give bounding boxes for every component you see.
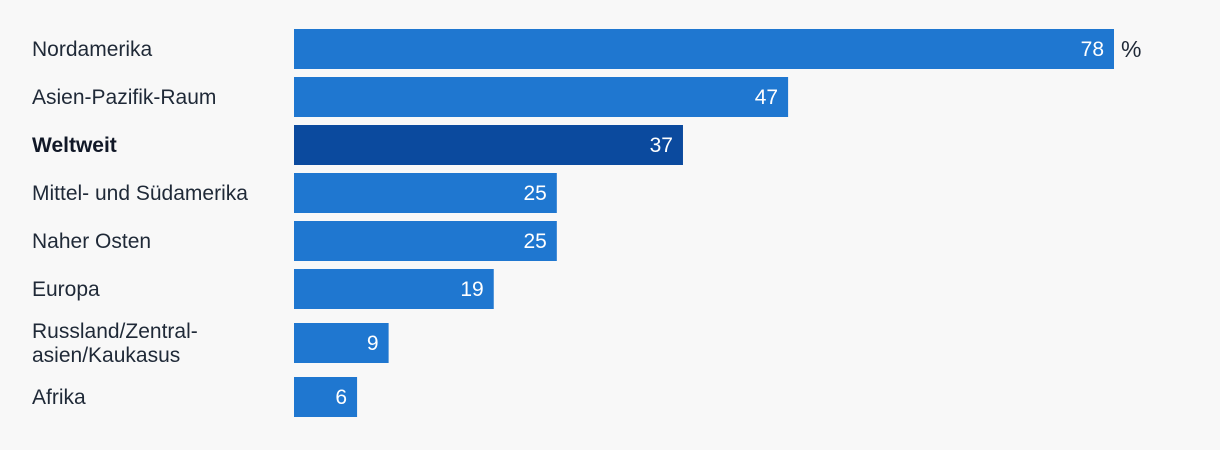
- value-label: 25: [523, 230, 546, 253]
- bar-3: [294, 173, 557, 213]
- bar-0: [294, 29, 1114, 69]
- category-label: Afrika: [32, 386, 86, 409]
- bar-6: [294, 323, 389, 363]
- value-label: 6: [335, 386, 347, 409]
- value-label: 37: [650, 134, 673, 157]
- category-label: Naher Osten: [32, 230, 151, 253]
- category-labels: Nordamerika Asien-Pazifik-Raum Weltweit Mit…: [32, 38, 248, 409]
- bar-1: [294, 77, 789, 117]
- bar-5: [294, 269, 494, 309]
- value-label: 19: [460, 278, 483, 301]
- value-label: 25: [523, 182, 546, 205]
- bar-4: [294, 221, 557, 261]
- bar-2: [294, 125, 683, 165]
- category-label: Mittel- und Südamerika: [32, 182, 248, 205]
- category-label: Russland/Zentral-asien/Kaukasus: [32, 320, 198, 367]
- value-label: 9: [367, 332, 379, 355]
- category-label: Nordamerika: [32, 38, 153, 61]
- value-labels: 78 47 37 25 25 19 9 6: [335, 38, 1104, 409]
- bars-group: [294, 29, 1114, 417]
- value-label: 47: [755, 86, 778, 109]
- unit-label: %: [1121, 36, 1141, 62]
- value-label: 78: [1081, 38, 1104, 61]
- category-label: Weltweit: [32, 134, 117, 157]
- category-label: Europa: [32, 278, 100, 301]
- category-label: Asien-Pazifik-Raum: [32, 86, 216, 109]
- bar-7: [294, 377, 358, 417]
